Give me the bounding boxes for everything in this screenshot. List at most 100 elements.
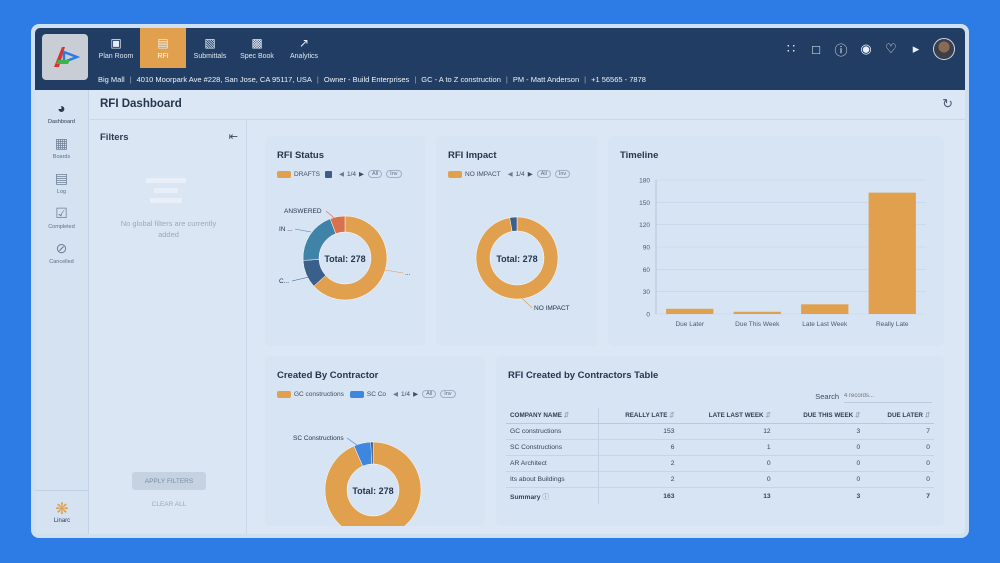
completed-icon: ☑ <box>55 205 68 221</box>
cancelled-icon: ⊘ <box>55 240 68 256</box>
project-owner: Owner - Build Enterprises <box>323 74 410 84</box>
bar-really-late[interactable] <box>868 192 916 314</box>
sort-icon[interactable]: ⇵ <box>924 412 930 419</box>
main-nav: ▣ Plan Room ▤ RFI ▧ Submittals ▩ Spec Bo… <box>93 28 328 68</box>
table-cell: 0 <box>864 455 934 472</box>
nav-rfi[interactable]: ▤ RFI <box>140 28 186 68</box>
column-header[interactable]: DUE THIS WEEK ⇵ <box>774 408 865 424</box>
table-row[interactable]: AR Architect 2 0 0 0 <box>506 455 934 472</box>
legend-prev-icon[interactable]: ◀ <box>339 171 344 178</box>
table-row[interactable]: SC Constructions 6 1 0 0 <box>506 439 934 456</box>
legend-all-button[interactable]: All <box>422 390 437 398</box>
sidebar-item-label: Completed <box>48 224 75 230</box>
sidebar-item-dashboard[interactable]: ◕ Dashboard <box>35 100 88 125</box>
app-logo[interactable] <box>42 34 88 80</box>
clear-all-button[interactable]: CLEAR ALL <box>151 501 187 508</box>
chat-icon[interactable]: □ <box>812 41 820 57</box>
sidebar-item-log[interactable]: ▤ Log <box>35 170 88 195</box>
column-header[interactable]: COMPANY NAME ⇵ <box>506 408 600 424</box>
apps-grid-icon[interactable]: ∷ <box>786 41 796 56</box>
apply-filters-button[interactable]: APPLY FILTERS <box>132 472 206 490</box>
leader-line <box>291 276 310 282</box>
leader-line <box>294 228 312 233</box>
nav-spec-book[interactable]: ▩ Spec Book <box>234 28 280 68</box>
donut-slice-answered[interactable] <box>329 215 346 235</box>
bar-due-later[interactable] <box>666 308 714 314</box>
table-cell: 1 <box>678 439 775 456</box>
timeline-chart: 0 30 60 90 120 150 180 Due Later Due This Week L… <box>639 178 926 328</box>
sort-icon[interactable]: ⇵ <box>563 412 569 419</box>
column-header[interactable]: DUE LATER ⇵ <box>864 408 934 424</box>
megaphone-icon[interactable]: ▸ <box>912 41 920 56</box>
nav-plan-room[interactable]: ▣ Plan Room <box>93 28 139 68</box>
legend-inv-button[interactable]: Inv <box>440 390 456 398</box>
y-tick-label: 0 <box>646 312 650 319</box>
sidebar-item-boards[interactable]: ▦ Boards <box>35 135 88 160</box>
nav-label: Analytics <box>289 52 318 60</box>
donut-slice-other[interactable] <box>509 216 518 232</box>
column-header[interactable]: LATE LAST WEEK ⇵ <box>678 408 775 424</box>
legend-label[interactable]: NO IMPACT <box>465 170 501 178</box>
legend-all-button[interactable]: All <box>368 170 383 178</box>
legend-all-button[interactable]: All <box>536 170 551 178</box>
sidebar-item-cancelled[interactable]: ⊘ Cancelled <box>35 240 88 265</box>
nav-analytics[interactable]: ↗ Analytics <box>281 28 327 68</box>
legend-inv-button[interactable]: Inv <box>554 170 571 178</box>
leader-line <box>325 210 340 223</box>
brand-footer: ❋ Linarc <box>35 490 89 534</box>
legend-inv-button[interactable]: Inv <box>386 170 402 178</box>
legend-prev-icon[interactable]: ◀ <box>393 391 399 398</box>
table-cell: 0 <box>774 455 865 472</box>
project-name[interactable]: Big Mall <box>98 74 125 84</box>
donut-slice-drafts[interactable] <box>313 215 388 301</box>
project-info-bar: Big Mall | 4010 Moorpark Ave #228, San Jo… <box>98 74 646 84</box>
card-title: Created By Contractor <box>277 370 379 381</box>
rfi-status-chart: Total: 278 ANSWERED IN ... C... ... <box>279 208 411 301</box>
empty-illustration <box>144 178 188 208</box>
slice-label-in: IN ... <box>279 226 293 233</box>
log-icon: ▤ <box>54 170 69 186</box>
table-cell: Summary ⓘ <box>506 487 600 504</box>
donut-slice-no-impact[interactable] <box>475 216 559 300</box>
bar-due-this-week[interactable] <box>733 311 781 314</box>
table-cell: 3 <box>856 492 861 500</box>
sort-icon[interactable]: ⇵ <box>854 412 861 419</box>
column-label: REALLY LATE <box>625 412 668 419</box>
bell-icon[interactable]: ♡ <box>885 41 897 56</box>
avatar[interactable] <box>933 38 955 60</box>
analytics-icon: ↗ <box>298 35 310 50</box>
legend-prev-icon[interactable]: ◀ <box>507 171 513 178</box>
table-cell: 0 <box>774 471 865 488</box>
legend-label[interactable]: GC constructions <box>294 390 344 398</box>
info-icon[interactable]: ⓘ <box>540 494 550 501</box>
column-label: DUE THIS WEEK <box>803 412 854 419</box>
card-title: Timeline <box>620 150 659 161</box>
table-row[interactable]: Its about Buildings 2 0 0 0 <box>506 471 934 488</box>
sidebar-item-completed[interactable]: ☑ Completed <box>35 205 88 230</box>
search-input[interactable] <box>844 390 932 403</box>
app-window: ▣ Plan Room ▤ RFI ▧ Submittals ▩ Spec Bo… <box>35 28 965 534</box>
legend-swatch <box>448 170 462 178</box>
help-icon[interactable]: ⓘ <box>834 42 848 58</box>
filters-empty-message: No global filters are currently added <box>100 218 237 240</box>
refresh-icon[interactable]: ↻ <box>942 96 953 111</box>
view-icon[interactable]: ◉ <box>860 41 872 56</box>
legend-next-icon[interactable]: ▶ <box>413 391 419 398</box>
legend-next-icon[interactable]: ▶ <box>359 171 365 178</box>
top-bar: ▣ Plan Room ▤ RFI ▧ Submittals ▩ Spec Bo… <box>35 28 965 90</box>
donut-slice-ar-architect[interactable] <box>370 441 374 465</box>
legend-next-icon[interactable]: ▶ <box>527 171 533 178</box>
legend-label[interactable]: SC Co <box>366 390 387 398</box>
table-row[interactable]: GC constructions 153 12 3 7 <box>506 423 934 440</box>
nav-submittals[interactable]: ▧ Submittals <box>187 28 233 68</box>
donut-slice-gc-constructions[interactable] <box>324 441 422 526</box>
project-address: 4010 Moorpark Ave #228, San Jose, CA 951… <box>136 74 312 84</box>
submittals-icon: ▧ <box>204 35 216 50</box>
column-header[interactable]: REALLY LATE ⇵ <box>598 408 679 424</box>
slice-label-sc: SC Constructions <box>293 435 344 442</box>
collapse-panel-icon[interactable]: ⇤ <box>228 131 238 143</box>
bar-late-last-week[interactable] <box>801 304 849 314</box>
legend-label[interactable]: DRAFTS <box>294 170 320 178</box>
sort-icon[interactable]: ⇵ <box>765 412 771 419</box>
sort-icon[interactable]: ⇵ <box>669 412 675 419</box>
